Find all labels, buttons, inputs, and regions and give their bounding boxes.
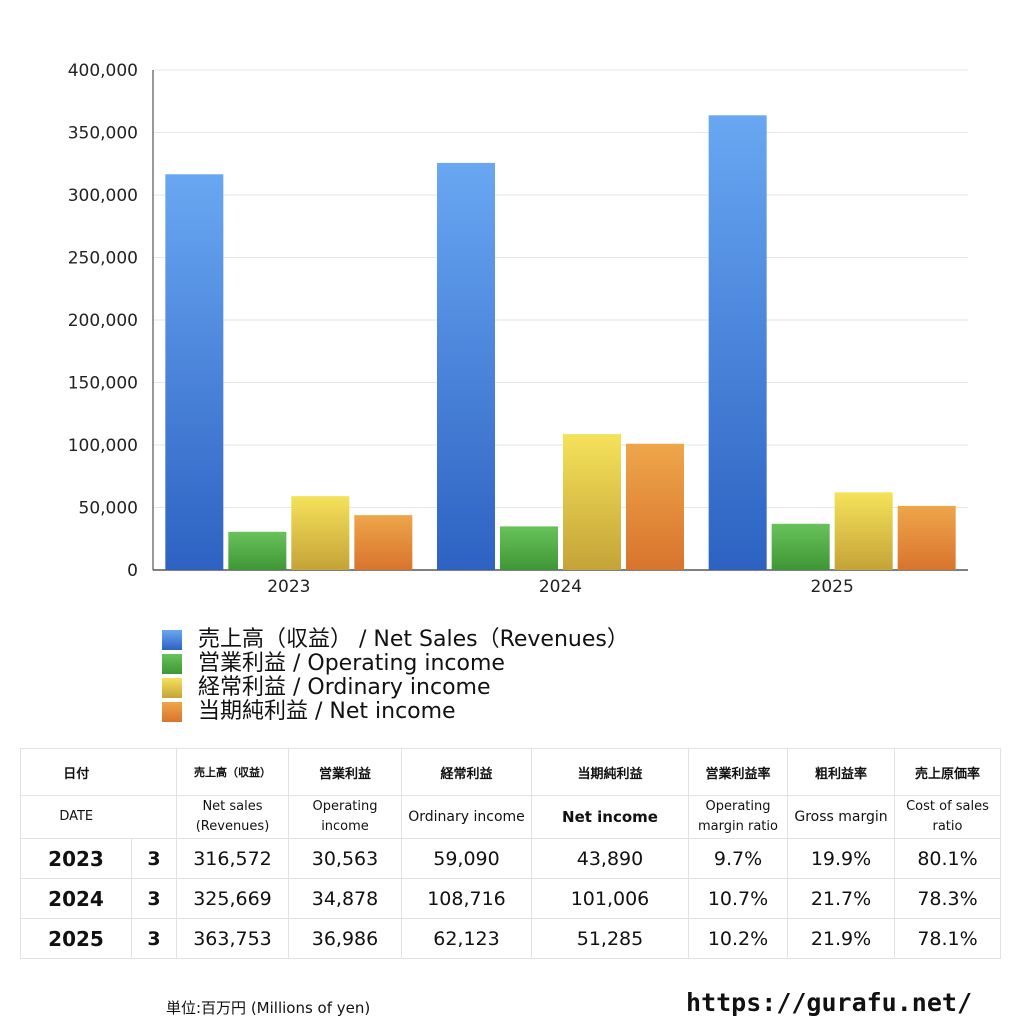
cell-month: 3 bbox=[131, 918, 177, 959]
table-row: 2025 3 363,753 36,986 62,123 51,285 10.2… bbox=[20, 918, 1001, 959]
bar-chart: 0 50,000 100,000 150,000 200,000 250,000 300,0… bbox=[68, 61, 968, 597]
header-net-sales-jp: 売上高（収益） bbox=[176, 748, 289, 796]
cell-year: 2024 bbox=[20, 878, 132, 919]
y-tick-label: 350,000 bbox=[68, 124, 138, 144]
bar bbox=[771, 523, 830, 570]
x-tick-label: 2024 bbox=[539, 577, 582, 597]
bar bbox=[437, 162, 495, 570]
header-operating-income-jp: 営業利益 bbox=[288, 748, 402, 796]
cell-gross-margin: 21.7% bbox=[787, 878, 895, 919]
bar bbox=[165, 174, 224, 570]
header-operating-margin-jp: 営業利益率 bbox=[688, 748, 788, 796]
x-tick-label: 2023 bbox=[267, 577, 310, 597]
cell-ordinary-income: 62,123 bbox=[401, 918, 532, 959]
cell-ordinary-income: 108,716 bbox=[401, 878, 532, 919]
cell-net-sales: 325,669 bbox=[176, 878, 289, 919]
cell-cost-of-sales: 78.3% bbox=[894, 878, 1001, 919]
y-tick-label: 0 bbox=[127, 561, 138, 581]
bar bbox=[563, 434, 621, 570]
header-date-jp: 日付 bbox=[20, 748, 132, 796]
cell-month: 3 bbox=[131, 878, 177, 919]
bar bbox=[626, 443, 684, 570]
bar bbox=[834, 492, 893, 570]
header-cost-of-sales-jp: 売上原価率 bbox=[894, 748, 1001, 796]
bar bbox=[228, 531, 287, 570]
legend-label: 売上高（収益） / Net Sales（Revenues） bbox=[198, 627, 629, 652]
bar bbox=[354, 515, 413, 570]
header-operating-income-en: Operating income bbox=[288, 795, 402, 839]
cell-operating-margin: 9.7% bbox=[688, 838, 788, 879]
cell-operating-margin: 10.2% bbox=[688, 918, 788, 959]
cell-operating-margin: 10.7% bbox=[688, 878, 788, 919]
y-tick-label: 250,000 bbox=[68, 249, 138, 269]
cell-cost-of-sales: 80.1% bbox=[894, 838, 1001, 879]
cell-ordinary-income: 59,090 bbox=[401, 838, 532, 879]
header-ordinary-income-jp: 経常利益 bbox=[401, 748, 532, 796]
cell-net-income: 51,285 bbox=[531, 918, 689, 959]
header-net-income-jp: 当期純利益 bbox=[531, 748, 689, 796]
cell-operating-income: 36,986 bbox=[288, 918, 402, 959]
bar bbox=[291, 496, 350, 570]
y-tick-label: 200,000 bbox=[68, 311, 138, 331]
y-tick-label: 50,000 bbox=[79, 499, 138, 519]
legend-item-operating-income: 営業利益 / Operating income bbox=[162, 652, 629, 676]
header-gross-margin-en: Gross margin bbox=[787, 795, 895, 839]
cell-gross-margin: 21.9% bbox=[787, 918, 895, 959]
cell-net-sales: 363,753 bbox=[176, 918, 289, 959]
cell-operating-income: 30,563 bbox=[288, 838, 402, 879]
chart-legend: 売上高（収益） / Net Sales（Revenues） 営業利益 / Ope… bbox=[162, 628, 629, 724]
cell-net-income: 101,006 bbox=[531, 878, 689, 919]
y-tick-label: 300,000 bbox=[68, 186, 138, 206]
site-url: https://gurafu.net/ bbox=[686, 988, 972, 1017]
table-row: 2024 3 325,669 34,878 108,716 101,006 10… bbox=[20, 878, 1001, 919]
legend-swatch bbox=[162, 678, 182, 698]
header-spacer bbox=[131, 795, 177, 839]
y-tick-label: 400,000 bbox=[68, 61, 138, 81]
legend-item-net-sales: 売上高（収益） / Net Sales（Revenues） bbox=[162, 628, 629, 652]
cell-month: 3 bbox=[131, 838, 177, 879]
header-gross-margin-jp: 粗利益率 bbox=[787, 748, 895, 796]
table-header-en: DATE Net sales (Revenues) Operating inco… bbox=[20, 795, 1001, 839]
cell-net-sales: 316,572 bbox=[176, 838, 289, 879]
header-date-en: DATE bbox=[20, 795, 132, 839]
header-cost-of-sales-en: Cost of sales ratio bbox=[894, 795, 1001, 839]
table-header-jp: 日付 売上高（収益） 営業利益 経常利益 当期純利益 営業利益率 粗利益率 売上… bbox=[20, 748, 1001, 796]
bar bbox=[708, 115, 767, 570]
header-ordinary-income-en: Ordinary income bbox=[401, 795, 532, 839]
legend-item-net-income: 当期純利益 / Net income bbox=[162, 700, 629, 724]
y-tick-label: 100,000 bbox=[68, 436, 138, 456]
cell-net-income: 43,890 bbox=[531, 838, 689, 879]
legend-swatch bbox=[162, 702, 182, 722]
cell-cost-of-sales: 78.1% bbox=[894, 918, 1001, 959]
header-operating-margin-en: Operating margin ratio bbox=[688, 795, 788, 839]
cell-operating-income: 34,878 bbox=[288, 878, 402, 919]
legend-label: 営業利益 / Operating income bbox=[198, 651, 505, 676]
cell-year: 2025 bbox=[20, 918, 132, 959]
unit-note: 単位:百万円 (Millions of yen) bbox=[166, 999, 371, 1017]
x-tick-label: 2025 bbox=[811, 577, 854, 597]
legend-label: 当期純利益 / Net income bbox=[198, 699, 456, 724]
cell-gross-margin: 19.9% bbox=[787, 838, 895, 879]
legend-swatch bbox=[162, 654, 182, 674]
header-net-sales-en: Net sales (Revenues) bbox=[176, 795, 289, 839]
header-net-income-en: Net income bbox=[531, 795, 689, 839]
legend-swatch bbox=[162, 630, 182, 650]
bar bbox=[897, 505, 956, 570]
header-spacer bbox=[131, 748, 177, 796]
legend-item-ordinary-income: 経常利益 / Ordinary income bbox=[162, 676, 629, 700]
financial-table: 日付 売上高（収益） 営業利益 経常利益 当期純利益 営業利益率 粗利益率 売上… bbox=[20, 748, 1001, 959]
cell-year: 2023 bbox=[20, 838, 132, 879]
bar bbox=[500, 526, 558, 570]
legend-label: 経常利益 / Ordinary income bbox=[198, 675, 491, 700]
y-tick-label: 150,000 bbox=[68, 374, 138, 394]
table-row: 2023 3 316,572 30,563 59,090 43,890 9.7%… bbox=[20, 838, 1001, 879]
